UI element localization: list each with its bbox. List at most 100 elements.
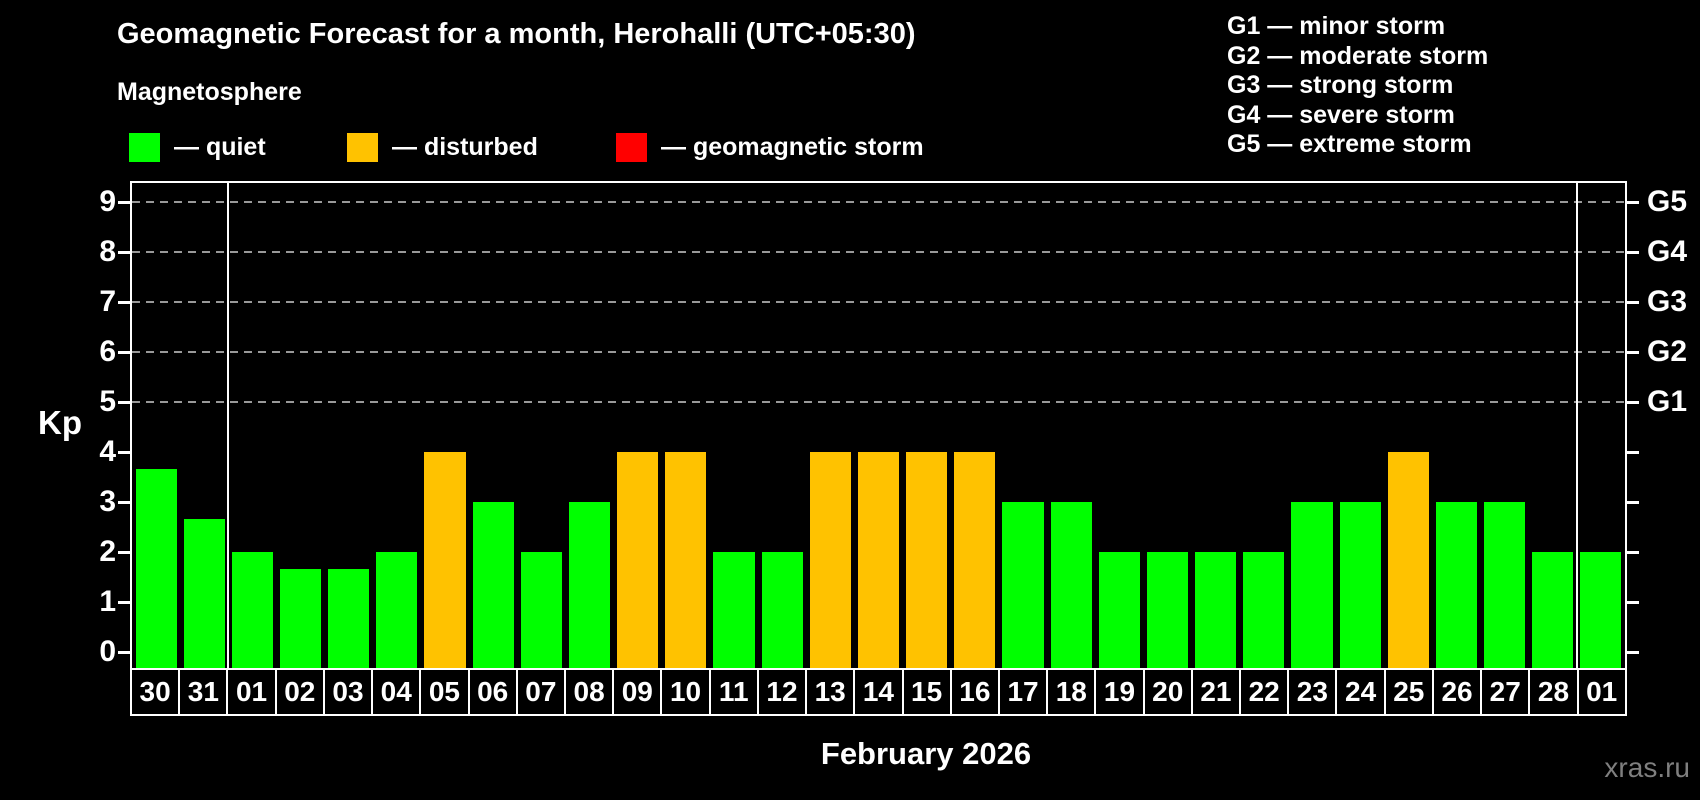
date-cell-12: 12	[759, 670, 808, 714]
kp-bar-10	[665, 452, 707, 668]
y-tick-label-9: 9	[99, 185, 116, 218]
kp-bar-04	[376, 552, 418, 668]
kp-bar-09	[617, 452, 659, 668]
y-tick-label-2: 2	[99, 535, 116, 568]
date-cell-18: 18	[1048, 670, 1097, 714]
date-cell-06: 06	[470, 670, 518, 714]
kp-bar-22	[1243, 552, 1285, 668]
date-cell-02: 02	[277, 670, 325, 714]
gridline-kp7	[132, 301, 1625, 303]
date-cell-20: 20	[1145, 670, 1193, 714]
y-tick-right-8	[1627, 250, 1639, 254]
y-tick-label-7: 7	[99, 285, 116, 318]
g2-legend-line: G2 — moderate storm	[1227, 41, 1489, 70]
kp-bar-31	[183, 518, 225, 668]
kp-bar-14	[857, 452, 900, 668]
date-cell-17: 17	[1000, 670, 1049, 714]
y-tick-right-1	[1627, 600, 1639, 604]
gridline-kp5	[132, 401, 1625, 403]
kp-bar-16	[954, 452, 996, 668]
kp-bar-27	[1484, 502, 1526, 668]
kp-bar-01	[1580, 552, 1622, 668]
date-cell-14: 14	[855, 670, 904, 714]
g-scale-label-G3: G3	[1647, 285, 1688, 318]
date-cell-03: 03	[325, 670, 374, 714]
watermark: xras.ru	[1604, 752, 1690, 783]
disturbed-legend-label: — disturbed	[392, 133, 538, 161]
date-cell-22: 22	[1241, 670, 1290, 714]
kp-bar-19	[1098, 552, 1140, 668]
y-axis-label: Kp	[38, 404, 82, 441]
y-tick-right-0	[1627, 650, 1639, 654]
kp-bar-26	[1435, 502, 1477, 668]
kp-bar-25	[1387, 452, 1429, 668]
date-cell-04: 04	[373, 670, 422, 714]
y-tick-left-2	[118, 550, 130, 554]
date-cell-05: 05	[421, 670, 470, 714]
y-tick-right-9	[1627, 200, 1639, 204]
month-separator	[227, 183, 230, 668]
kp-bar-30	[135, 468, 177, 668]
disturbed-color-swatch	[347, 133, 378, 162]
date-cell-31: 31	[180, 670, 229, 714]
date-cell-10: 10	[662, 670, 711, 714]
date-cell-01: 01	[228, 670, 277, 714]
chart-subtitle: Magnetosphere	[117, 78, 302, 106]
kp-bar-03	[328, 568, 370, 668]
kp-bar-07	[520, 552, 562, 668]
y-tick-right-3	[1627, 500, 1639, 504]
y-tick-label-6: 6	[99, 335, 116, 368]
kp-bar-15	[906, 452, 948, 668]
y-tick-left-8	[118, 250, 130, 254]
y-tick-left-0	[118, 650, 130, 654]
date-cell-30: 30	[132, 670, 181, 714]
x-axis-date-row: 30 31 01 02 03 04 05 06 07 08 09 10 11 12 13 14 15 16 17 18…	[130, 668, 1627, 716]
gridline-kp9	[132, 201, 1625, 203]
y-tick-label-3: 3	[99, 485, 116, 518]
date-cell-21: 21	[1193, 670, 1242, 714]
kp-bar-02	[279, 568, 322, 668]
date-cell-19: 19	[1096, 670, 1145, 714]
y-tick-right-4	[1627, 450, 1639, 454]
kp-bar-21	[1195, 552, 1237, 668]
kp-bar-12	[761, 552, 803, 668]
kp-bar-18	[1050, 502, 1092, 668]
gridline-kp6	[132, 351, 1625, 353]
month-separator	[1575, 183, 1578, 668]
kp-bar-24	[1339, 502, 1381, 668]
kp-bar-11	[713, 552, 755, 668]
date-cell-25: 25	[1386, 670, 1434, 714]
y-tick-label-4: 4	[99, 435, 116, 468]
y-tick-left-6	[118, 350, 130, 354]
storm-legend-label: — geomagnetic storm	[661, 133, 924, 161]
y-tick-right-6	[1627, 350, 1639, 354]
g-scale-label-G1: G1	[1647, 385, 1688, 418]
kp-bar-05	[424, 452, 466, 668]
date-cell-28: 28	[1530, 670, 1579, 714]
y-tick-right-5	[1627, 400, 1639, 404]
y-tick-left-9	[118, 200, 130, 204]
date-cell-26: 26	[1434, 670, 1483, 714]
g3-legend-line: G3 — strong storm	[1227, 71, 1454, 99]
y-tick-label-8: 8	[99, 235, 116, 268]
date-cell-09: 09	[614, 670, 663, 714]
kp-bar-20	[1146, 552, 1189, 668]
date-cell-08: 08	[566, 670, 615, 714]
plot-area	[130, 181, 1627, 670]
x-axis-month-label: February 2026	[820, 736, 1032, 771]
y-tick-label-1: 1	[99, 585, 116, 618]
y-tick-left-3	[118, 500, 130, 504]
kp-bar-28	[1532, 552, 1574, 668]
date-cell-27: 27	[1482, 670, 1531, 714]
kp-bar-17	[1002, 502, 1044, 668]
y-tick-left-5	[118, 400, 130, 404]
quiet-color-swatch	[129, 133, 160, 162]
date-cell-24: 24	[1337, 670, 1386, 714]
date-cell-13: 13	[807, 670, 856, 714]
g-scale-label-G5: G5	[1647, 185, 1688, 218]
kp-bar-01	[231, 552, 273, 668]
date-cell-11: 11	[711, 670, 759, 714]
storm-color-swatch	[616, 133, 647, 162]
g-scale-label-G2: G2	[1647, 335, 1688, 368]
